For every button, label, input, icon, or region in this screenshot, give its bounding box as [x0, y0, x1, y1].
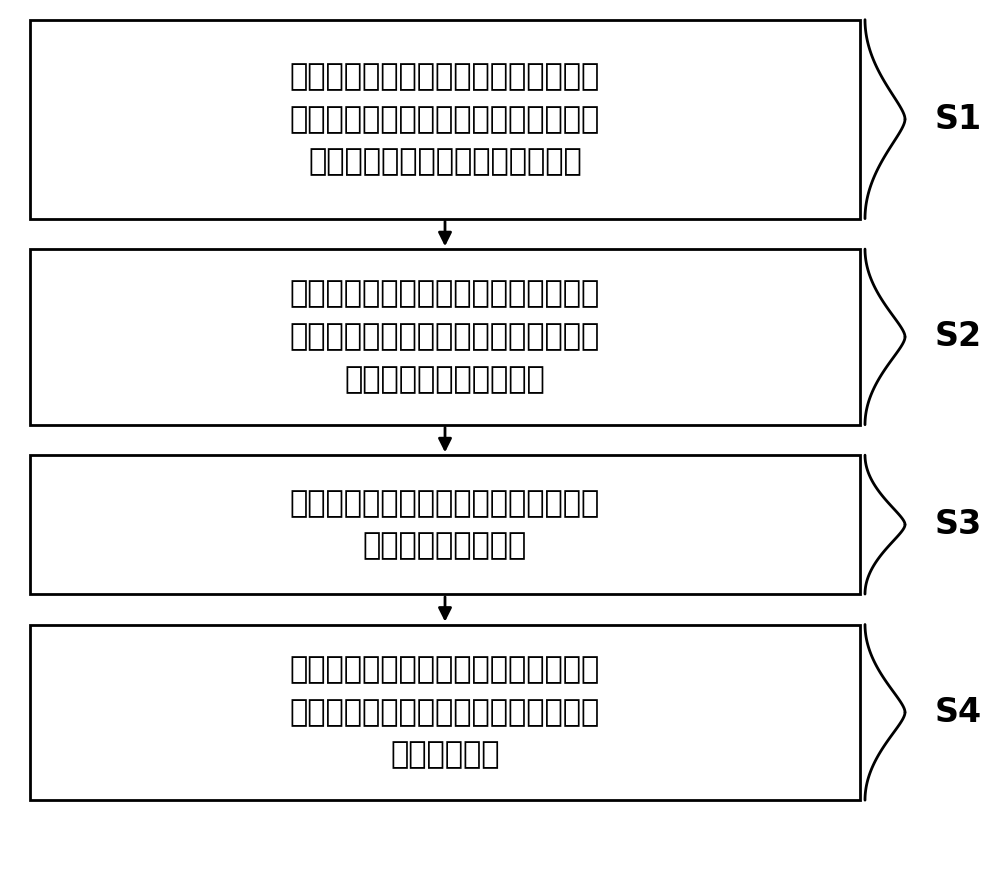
Text: 根据所述第一下垂系数对所述当前的储
能单元进行下垂控制: 根据所述第一下垂系数对所述当前的储 能单元进行下垂控制 [290, 488, 600, 561]
Text: 实时获取当前的储能单元所对应的变换
器的第一输出电流值，并同时获取所述
当前的储能单元的第一荷电状态值: 实时获取当前的储能单元所对应的变换 器的第一输出电流值，并同时获取所述 当前的储… [290, 62, 600, 177]
FancyBboxPatch shape [30, 455, 860, 594]
FancyBboxPatch shape [30, 20, 860, 219]
Text: 根据所述第一输出电流值和所述第一荷
电状态值，计算得到所述当前的储能单
元所对应的第一下垂系数: 根据所述第一输出电流值和所述第一荷 电状态值，计算得到所述当前的储能单 元所对应… [290, 280, 600, 394]
Text: S1: S1 [935, 103, 982, 135]
Text: S2: S2 [935, 321, 982, 353]
Text: 采用上述步骤分别对直流微电网的每个
储能单元计算对应的第一下垂系数，并
进行下垂控制: 采用上述步骤分别对直流微电网的每个 储能单元计算对应的第一下垂系数，并 进行下垂… [290, 655, 600, 770]
Text: S4: S4 [935, 696, 982, 728]
FancyBboxPatch shape [30, 625, 860, 800]
FancyBboxPatch shape [30, 249, 860, 425]
Text: S3: S3 [935, 508, 982, 541]
